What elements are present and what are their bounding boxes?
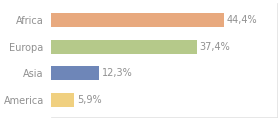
Text: 5,9%: 5,9% xyxy=(77,95,102,105)
Bar xyxy=(51,40,197,54)
Text: 37,4%: 37,4% xyxy=(200,42,230,52)
Bar xyxy=(51,13,224,27)
Bar xyxy=(51,93,74,107)
Text: 12,3%: 12,3% xyxy=(102,68,133,78)
Bar xyxy=(51,66,99,80)
Text: 44,4%: 44,4% xyxy=(227,15,258,25)
